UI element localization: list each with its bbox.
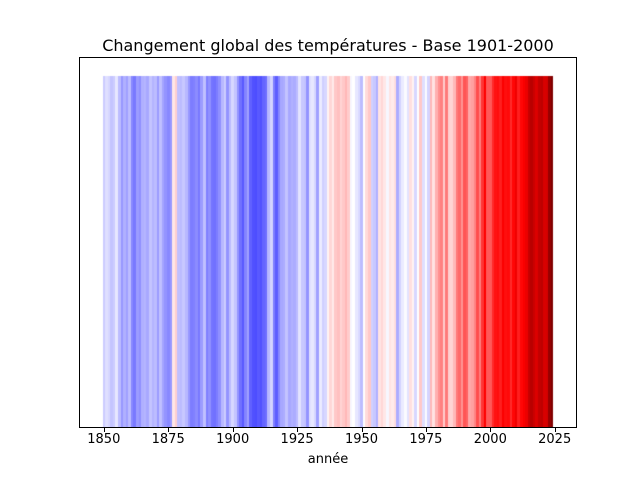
axes-box bbox=[79, 57, 577, 428]
x-tick-mark bbox=[168, 428, 170, 432]
x-tick-label: 1950 bbox=[344, 432, 379, 447]
x-tick-mark bbox=[103, 428, 105, 432]
x-axis-label: année bbox=[307, 452, 349, 467]
warming-stripes-plot bbox=[80, 58, 576, 427]
x-tick-mark bbox=[232, 428, 234, 432]
x-tick-label: 1925 bbox=[280, 432, 314, 447]
x-tick-label: 1900 bbox=[216, 432, 250, 447]
x-tick-label: 2000 bbox=[473, 432, 507, 447]
x-tick-label: 1875 bbox=[151, 432, 185, 447]
x-tick-mark bbox=[425, 428, 427, 432]
x-tick-mark bbox=[361, 428, 363, 432]
x-tick-mark bbox=[490, 428, 492, 432]
x-tick-mark bbox=[297, 428, 299, 432]
x-tick-mark bbox=[554, 428, 556, 432]
x-tick-label: 1975 bbox=[409, 432, 443, 447]
x-tick-label: 1850 bbox=[87, 432, 121, 447]
x-tick-label: 2025 bbox=[538, 432, 572, 447]
chart-title: Changement global des températures - Bas… bbox=[102, 36, 554, 55]
